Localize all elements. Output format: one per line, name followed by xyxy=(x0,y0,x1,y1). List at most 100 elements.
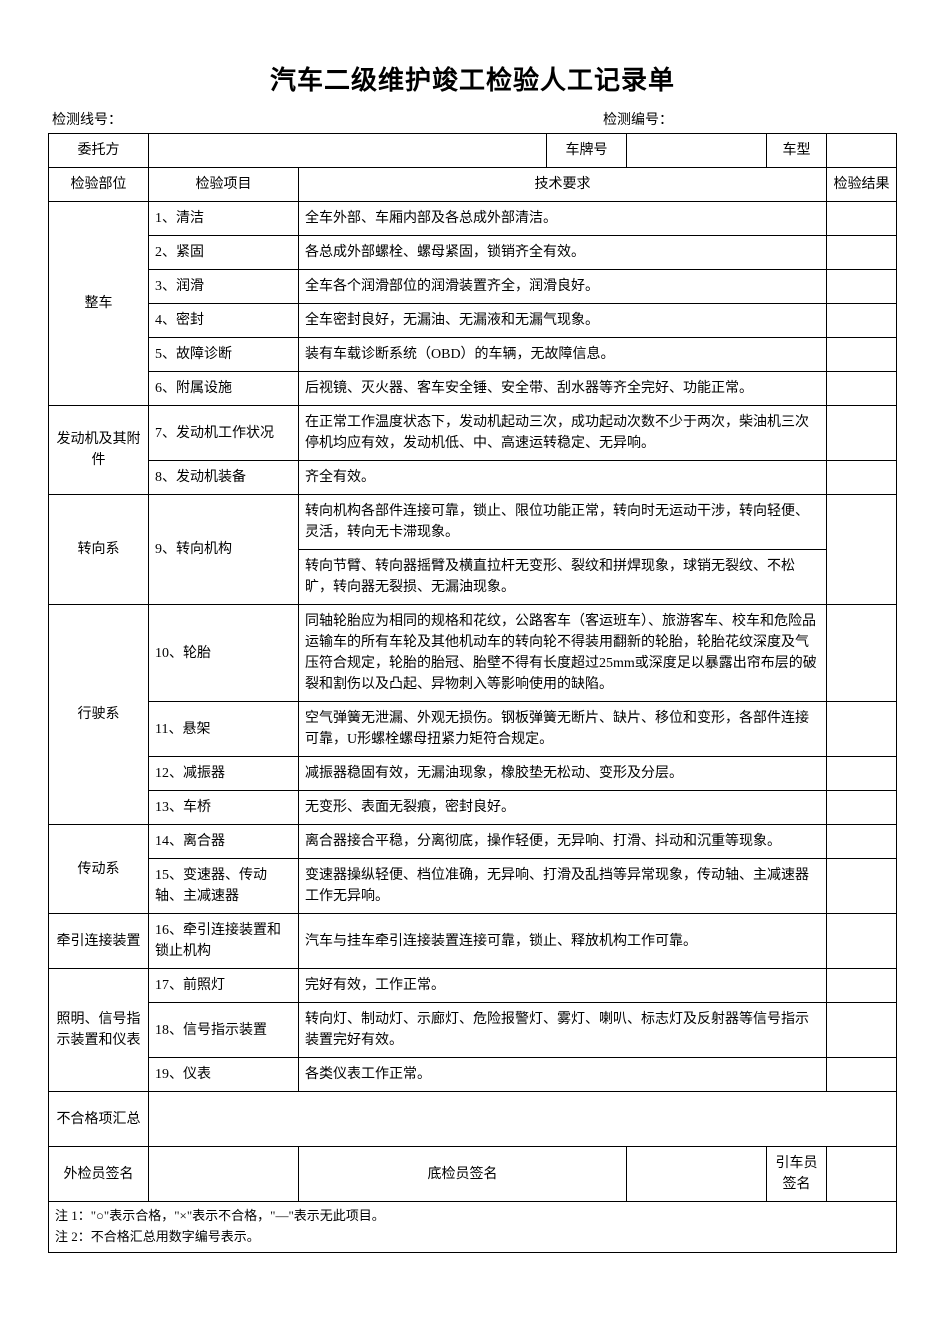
note-line: 注 1："○"表示合格，"×"表示不合格，"—"表示无此项目。 xyxy=(55,1206,890,1227)
table-row: 照明、信号指示装置和仪表17、前照灯完好有效，工作正常。 xyxy=(49,969,897,1003)
requirement-cell: 全车密封良好，无漏油、无漏液和无漏气现象。 xyxy=(299,304,827,338)
requirement-cell: 离合器接合平稳，分离彻底，操作轻便，无异响、打滑、抖动和沉重等现象。 xyxy=(299,825,827,859)
requirement-cell: 无变形、表面无裂痕，密封良好。 xyxy=(299,791,827,825)
item-cell: 7、发动机工作状况 xyxy=(149,406,299,461)
signature-row: 外检员签名 底检员签名 引车员签名 xyxy=(49,1147,897,1202)
result-cell xyxy=(827,495,897,605)
result-cell xyxy=(827,1003,897,1058)
result-cell xyxy=(827,202,897,236)
table-row: 6、附属设施后视镜、灭火器、客车安全锤、安全带、刮水器等齐全完好、功能正常。 xyxy=(49,372,897,406)
category-cell: 牵引连接装置 xyxy=(49,914,149,969)
summary-label: 不合格项汇总 xyxy=(49,1092,149,1147)
item-cell: 8、发动机装备 xyxy=(149,461,299,495)
table-row: 整车1、清洁全车外部、车厢内部及各总成外部清洁。 xyxy=(49,202,897,236)
requirement-cell: 汽车与挂车牵引连接装置连接可靠，锁止、释放机构工作可靠。 xyxy=(299,914,827,969)
plate-value xyxy=(627,134,767,168)
requirement-cell: 各类仪表工作正常。 xyxy=(299,1058,827,1092)
result-cell xyxy=(827,702,897,757)
requirement-cell: 各总成外部螺栓、螺母紧固，锁销齐全有效。 xyxy=(299,236,827,270)
col-result: 检验结果 xyxy=(827,168,897,202)
requirement-cell: 转向灯、制动灯、示廊灯、危险报警灯、雾灯、喇叭、标志灯及反射器等信号指示装置完好… xyxy=(299,1003,827,1058)
model-label: 车型 xyxy=(767,134,827,168)
table-row: 行驶系10、轮胎同轴轮胎应为相同的规格和花纹，公路客车（客运班车）、旅游客车、校… xyxy=(49,605,897,702)
requirement-cell: 全车外部、车厢内部及各总成外部清洁。 xyxy=(299,202,827,236)
result-cell xyxy=(827,406,897,461)
result-cell xyxy=(827,372,897,406)
requirement-cell: 转向节臂、转向器摇臂及横直拉杆无变形、裂纹和拼焊现象，球销无裂纹、不松旷，转向器… xyxy=(299,550,827,605)
client-row: 委托方 车牌号 车型 xyxy=(49,134,897,168)
table-row: 8、发动机装备齐全有效。 xyxy=(49,461,897,495)
item-cell: 9、转向机构 xyxy=(149,495,299,605)
item-cell: 1、清洁 xyxy=(149,202,299,236)
requirement-cell: 全车各个润滑部位的润滑装置齐全，润滑良好。 xyxy=(299,270,827,304)
requirement-cell: 减振器稳固有效，无漏油现象，橡胶垫无松动、变形及分层。 xyxy=(299,757,827,791)
result-cell xyxy=(827,791,897,825)
item-cell: 18、信号指示装置 xyxy=(149,1003,299,1058)
note-line: 注 2：不合格汇总用数字编号表示。 xyxy=(55,1227,890,1248)
table-row: 转向系9、转向机构转向机构各部件连接可靠，锁止、限位功能正常，转向时无运动干涉，… xyxy=(49,495,897,550)
table-row: 5、故障诊断装有车载诊断系统（OBD）的车辆，无故障信息。 xyxy=(49,338,897,372)
table-row: 发动机及其附件7、发动机工作状况在正常工作温度状态下，发动机起动三次，成功起动次… xyxy=(49,406,897,461)
requirement-cell: 完好有效，工作正常。 xyxy=(299,969,827,1003)
meta-line: 检测线号： 检测编号： xyxy=(48,109,897,133)
requirement-cell: 后视镜、灭火器、客车安全锤、安全带、刮水器等齐全完好、功能正常。 xyxy=(299,372,827,406)
result-cell xyxy=(827,270,897,304)
item-cell: 6、附属设施 xyxy=(149,372,299,406)
record-table: 委托方 车牌号 车型 检验部位 检验项目 技术要求 检验结果 整车1、清洁全车外… xyxy=(48,133,897,1202)
result-cell xyxy=(827,757,897,791)
requirement-cell: 齐全有效。 xyxy=(299,461,827,495)
category-cell: 发动机及其附件 xyxy=(49,406,149,495)
table-row: 4、密封全车密封良好，无漏油、无漏液和无漏气现象。 xyxy=(49,304,897,338)
result-cell xyxy=(827,859,897,914)
result-cell xyxy=(827,914,897,969)
sig2-label: 底检员签名 xyxy=(299,1147,627,1202)
column-header-row: 检验部位 检验项目 技术要求 检验结果 xyxy=(49,168,897,202)
table-row: 15、变速器、传动轴、主减速器变速器操纵轻便、档位准确，无异响、打滑及乱挡等异常… xyxy=(49,859,897,914)
requirement-cell: 在正常工作温度状态下，发动机起动三次，成功起动次数不少于两次，柴油机三次停机均应… xyxy=(299,406,827,461)
client-label: 委托方 xyxy=(49,134,149,168)
test-no-label: 检测编号： xyxy=(603,113,673,128)
item-cell: 5、故障诊断 xyxy=(149,338,299,372)
line-no-label: 检测线号： xyxy=(52,113,122,128)
table-row: 19、仪表各类仪表工作正常。 xyxy=(49,1058,897,1092)
table-row: 牵引连接装置16、牵引连接装置和锁止机构汽车与挂车牵引连接装置连接可靠，锁止、释… xyxy=(49,914,897,969)
col-item: 检验项目 xyxy=(149,168,299,202)
sig3-value xyxy=(827,1147,897,1202)
result-cell xyxy=(827,236,897,270)
table-row: 3、润滑全车各个润滑部位的润滑装置齐全，润滑良好。 xyxy=(49,270,897,304)
item-cell: 10、轮胎 xyxy=(149,605,299,702)
table-row: 2、紧固各总成外部螺栓、螺母紧固，锁销齐全有效。 xyxy=(49,236,897,270)
sig3-label: 引车员签名 xyxy=(767,1147,827,1202)
table-row: 13、车桥无变形、表面无裂痕，密封良好。 xyxy=(49,791,897,825)
category-cell: 转向系 xyxy=(49,495,149,605)
col-category: 检验部位 xyxy=(49,168,149,202)
document-title: 汽车二级维护竣工检验人工记录单 xyxy=(48,60,897,97)
col-requirement: 技术要求 xyxy=(299,168,827,202)
item-cell: 16、牵引连接装置和锁止机构 xyxy=(149,914,299,969)
plate-label: 车牌号 xyxy=(547,134,627,168)
table-row: 传动系14、离合器离合器接合平稳，分离彻底，操作轻便，无异响、打滑、抖动和沉重等… xyxy=(49,825,897,859)
item-cell: 4、密封 xyxy=(149,304,299,338)
result-cell xyxy=(827,338,897,372)
item-cell: 11、悬架 xyxy=(149,702,299,757)
result-cell xyxy=(827,461,897,495)
sig2-value xyxy=(627,1147,767,1202)
summary-row: 不合格项汇总 xyxy=(49,1092,897,1147)
client-value xyxy=(149,134,547,168)
item-cell: 19、仪表 xyxy=(149,1058,299,1092)
summary-value xyxy=(149,1092,897,1147)
sig1-label: 外检员签名 xyxy=(49,1147,149,1202)
requirement-cell: 变速器操纵轻便、档位准确，无异响、打滑及乱挡等异常现象，传动轴、主减速器工作无异… xyxy=(299,859,827,914)
result-cell xyxy=(827,304,897,338)
item-cell: 15、变速器、传动轴、主减速器 xyxy=(149,859,299,914)
item-cell: 2、紧固 xyxy=(149,236,299,270)
requirement-cell: 空气弹簧无泄漏、外观无损伤。钢板弹簧无断片、缺片、移位和变形，各部件连接可靠，U… xyxy=(299,702,827,757)
requirement-cell: 转向机构各部件连接可靠，锁止、限位功能正常，转向时无运动干涉，转向轻便、灵活，转… xyxy=(299,495,827,550)
requirement-cell: 装有车载诊断系统（OBD）的车辆，无故障信息。 xyxy=(299,338,827,372)
category-cell: 照明、信号指示装置和仪表 xyxy=(49,969,149,1092)
sig1-value xyxy=(149,1147,299,1202)
result-cell xyxy=(827,1058,897,1092)
category-cell: 行驶系 xyxy=(49,605,149,825)
item-cell: 3、润滑 xyxy=(149,270,299,304)
table-row: 11、悬架空气弹簧无泄漏、外观无损伤。钢板弹簧无断片、缺片、移位和变形，各部件连… xyxy=(49,702,897,757)
